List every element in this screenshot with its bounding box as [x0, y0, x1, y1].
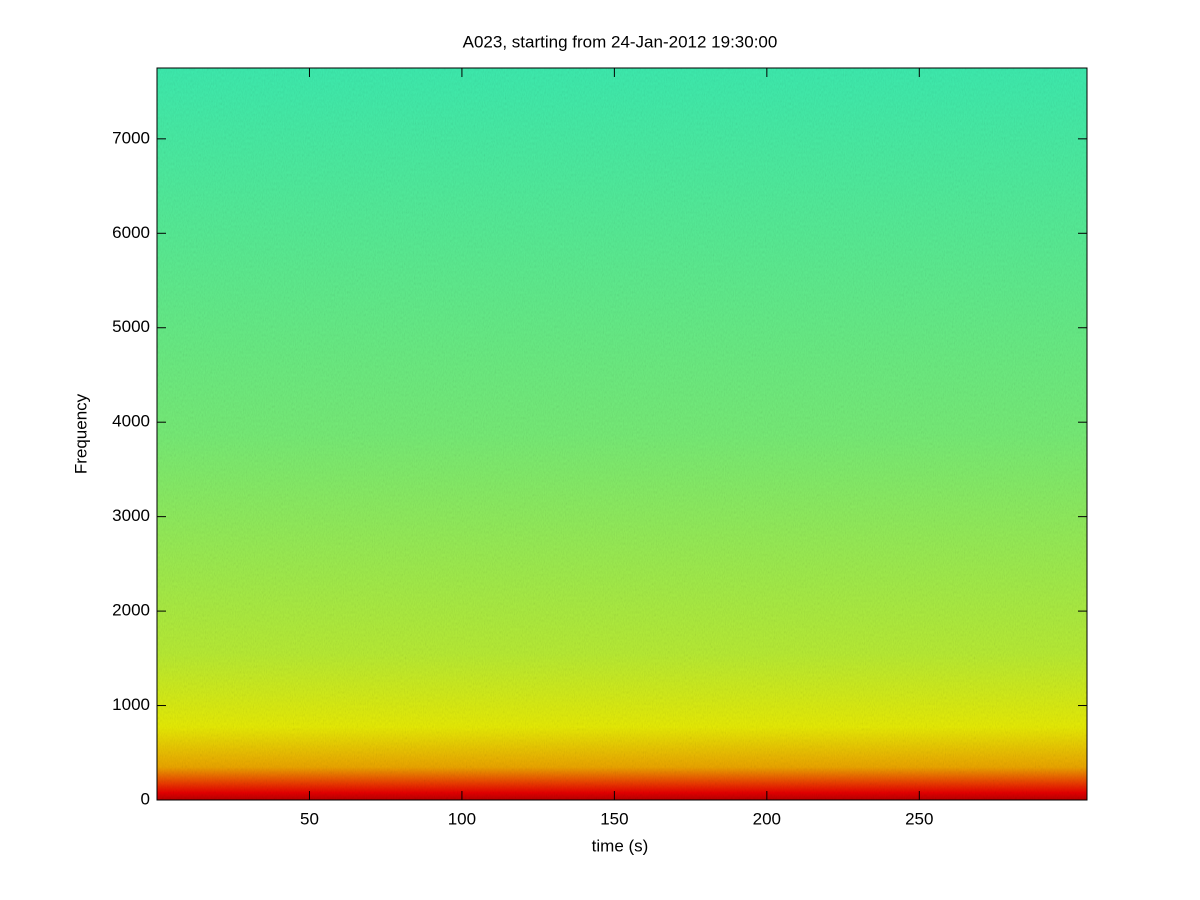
spectrogram-texture: [157, 68, 1087, 800]
y-tick-label: 1000: [112, 695, 150, 714]
y-tick-label: 3000: [112, 506, 150, 525]
y-tick-label: 5000: [112, 317, 150, 336]
y-tick-label: 6000: [112, 223, 150, 242]
x-tick-label: 50: [300, 809, 319, 828]
y-tick-label: 2000: [112, 601, 150, 620]
y-tick-label: 4000: [112, 412, 150, 431]
y-axis-label: Frequency: [71, 393, 90, 474]
x-tick-label: 100: [448, 809, 476, 828]
x-tick-label: 150: [600, 809, 628, 828]
x-tick-label: 250: [905, 809, 933, 828]
chart-title: A023, starting from 24-Jan-2012 19:30:00: [463, 32, 778, 51]
x-tick-label: 200: [753, 809, 781, 828]
y-tick-label: 7000: [112, 128, 150, 147]
x-axis-label: time (s): [592, 836, 649, 855]
y-tick-label: 0: [141, 789, 150, 808]
plot-frame: [156, 67, 1088, 801]
